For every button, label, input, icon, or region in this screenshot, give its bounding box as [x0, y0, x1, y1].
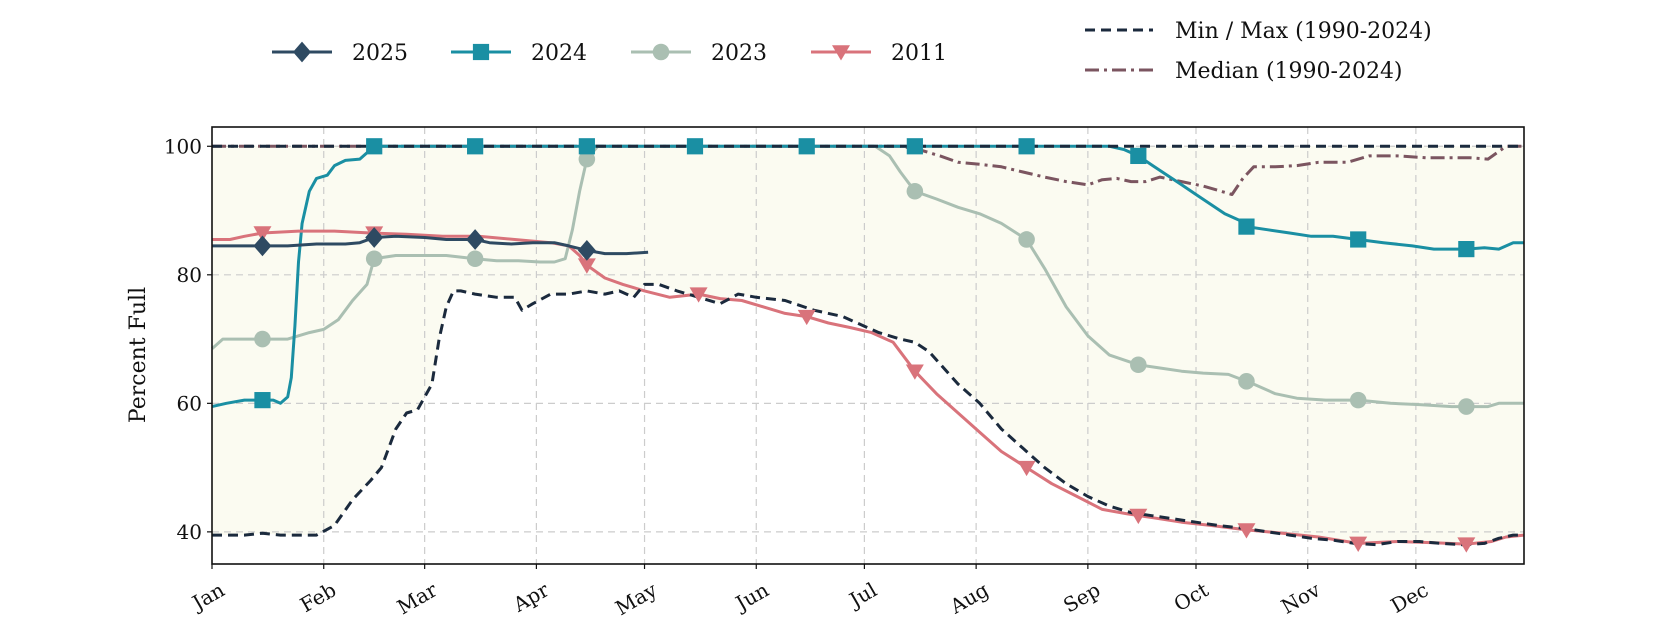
marker-2011: [1237, 523, 1256, 539]
marker-2023: [1130, 356, 1147, 374]
series-line-min: [212, 282, 1524, 547]
marker-2023: [254, 330, 271, 348]
y-axis-ticks: 40 60 80 100: [164, 134, 212, 544]
marker-2024: [686, 138, 704, 155]
marker-2024: [1458, 241, 1475, 258]
marker-2024: [1130, 147, 1147, 165]
marker-2011: [1457, 537, 1476, 553]
legend-entry-dashdot: Median (1990-2024): [1085, 59, 1403, 84]
legend-label: 2025: [352, 41, 408, 66]
y-tick-label: 60: [177, 391, 202, 415]
marker-2011: [797, 309, 816, 326]
marker-2023: [466, 250, 484, 268]
legend-entry-2025: 2025: [272, 41, 408, 66]
x-tick-label: Aug: [945, 577, 993, 618]
x-tick-label: May: [611, 577, 661, 620]
marker-2024: [254, 392, 271, 409]
marker-2024: [906, 138, 923, 155]
marker-2024: [1350, 231, 1367, 248]
legend-label: 2011: [891, 41, 947, 66]
series-line-2011: [212, 229, 1525, 546]
x-tick-label: Jan: [186, 577, 228, 615]
marker-2023: [1238, 373, 1255, 390]
marker-2011: [905, 364, 924, 380]
marker-2024: [467, 138, 484, 155]
marker-2025: [253, 235, 272, 257]
marker-2024: [578, 138, 595, 155]
marker-2025: [466, 229, 485, 250]
series-line-median: [212, 144, 1524, 196]
x-tick-label: Oct: [1170, 578, 1213, 617]
marker-2023: [906, 182, 924, 200]
legend-label: Min / Max (1990-2024): [1175, 19, 1432, 44]
x-axis-ticks: Jan Feb Mar Apr May Jun Jul Aug Sep Oct Nov Dec: [186, 564, 1432, 620]
legend-swatch-marker: [293, 41, 311, 63]
marker-2023: [578, 150, 596, 168]
legend-label: 2024: [531, 41, 587, 66]
x-tick-label: Feb: [296, 578, 340, 617]
x-tick-label: Apr: [508, 577, 553, 617]
y-axis-label: Percent Full: [126, 287, 151, 423]
series-line-2024: [211, 144, 1524, 409]
marker-2025: [577, 240, 596, 261]
legend-swatch-marker: [652, 43, 670, 61]
marker-2024: [1238, 218, 1255, 235]
series-line-2023: [211, 144, 1524, 409]
x-tick-label: Sep: [1059, 578, 1104, 618]
legend-years: 2025 2024 2023 2011: [272, 41, 947, 66]
x-tick-label: Nov: [1277, 577, 1325, 619]
legend-swatch-marker: [832, 45, 850, 61]
legend-label: 2023: [711, 41, 767, 66]
marker-2011: [577, 258, 596, 274]
marker-2023: [1458, 398, 1475, 415]
x-tick-label: Jun: [730, 577, 773, 616]
legend-statistics: Min / Max (1990-2024) Median (1990-2024): [1085, 19, 1432, 84]
marker-2024: [366, 138, 383, 155]
marker-2011: [1349, 536, 1368, 552]
marker-2024: [798, 138, 815, 155]
legend-label: Median (1990-2024): [1175, 59, 1403, 84]
legend-entry-dashed: Min / Max (1990-2024): [1085, 19, 1432, 44]
marker-2025: [365, 227, 384, 248]
x-tick-label: Jul: [844, 578, 881, 613]
plot-frame: [211, 126, 1525, 565]
plot-border: [211, 126, 1525, 565]
legend-entry-2011: 2011: [811, 41, 947, 66]
series-markers: [253, 138, 1476, 553]
legend-swatch-marker: [472, 43, 490, 61]
marker-2011: [1129, 508, 1148, 525]
marker-2023: [365, 250, 383, 268]
marker-2024: [1018, 138, 1035, 155]
marker-2023: [1349, 391, 1367, 409]
legend-entry-2024: 2024: [451, 41, 587, 66]
y-tick-label: 80: [177, 263, 202, 287]
x-tick-label: Mar: [393, 577, 442, 619]
y-tick-label: 100: [164, 134, 202, 158]
marker-2011: [1017, 460, 1036, 477]
x-tick-label: Dec: [1387, 578, 1433, 618]
y-tick-label: 40: [177, 520, 202, 544]
marker-2023: [1018, 231, 1035, 248]
marker-2011: [689, 287, 708, 303]
marker-2011: [253, 226, 272, 242]
legend-entry-2023: 2023: [631, 41, 767, 66]
